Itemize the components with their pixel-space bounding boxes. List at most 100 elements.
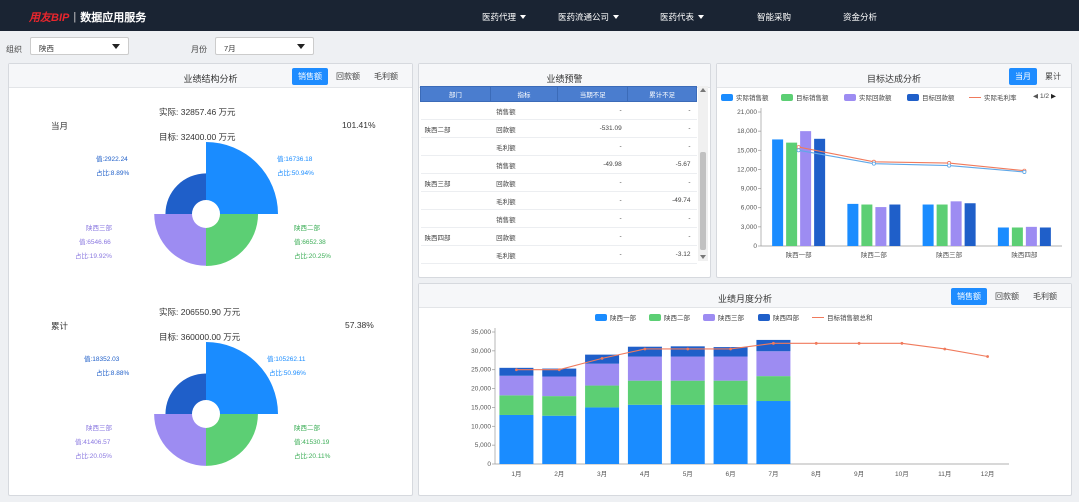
cumulative-shortfall-cell: - bbox=[627, 119, 697, 138]
nav-menu-distribution[interactable]: 医药流通公司 bbox=[558, 11, 620, 23]
target-line bbox=[516, 342, 988, 371]
x-tick-label: 7月 bbox=[768, 470, 778, 478]
legend-item[interactable]: 陕西一部 bbox=[595, 312, 636, 322]
slice-pct-label: 占比:8.89% bbox=[96, 170, 130, 177]
stacked-bar-segment bbox=[756, 401, 791, 464]
scrollbar-thumb[interactable] bbox=[700, 152, 706, 250]
current-shortfall-cell: - bbox=[557, 227, 628, 246]
current-shortfall-cell: -531.09 bbox=[557, 119, 628, 138]
legend-item[interactable]: 实际销售额 bbox=[721, 92, 769, 102]
slice-value-label: 值:41406.57 bbox=[75, 439, 111, 446]
legend-prev-icon[interactable]: ◀ bbox=[1033, 93, 1038, 100]
line-point bbox=[943, 347, 947, 351]
bar bbox=[786, 142, 798, 246]
bar bbox=[1025, 226, 1037, 246]
current-shortfall-cell: - bbox=[557, 137, 628, 156]
x-tick-label: 8月 bbox=[811, 470, 821, 478]
tab-current-month[interactable]: 当月 bbox=[1009, 68, 1037, 85]
x-tick-label: 10月 bbox=[895, 470, 909, 478]
scroll-up-icon[interactable] bbox=[700, 88, 706, 92]
legend-item[interactable]: 目标销售额总和 bbox=[812, 312, 873, 322]
tab-gross-profit[interactable]: 毛利额 bbox=[1033, 292, 1057, 301]
table-scrollbar[interactable] bbox=[698, 86, 708, 261]
slice-value-label: 值:18352.03 bbox=[84, 356, 120, 363]
tab-cumulative[interactable]: 累计 bbox=[1045, 72, 1061, 81]
stacked-bar-segment bbox=[499, 395, 534, 415]
legend-next-icon[interactable]: ▶ bbox=[1051, 93, 1057, 100]
month-select[interactable]: 7月 bbox=[215, 37, 314, 55]
nav-label: 医药代表 bbox=[660, 12, 695, 22]
brand-name: 用友BIP bbox=[29, 12, 70, 24]
cumulative-shortfall-cell: -49.74 bbox=[627, 191, 697, 210]
nav-menu-finance[interactable]: 资金分析 bbox=[843, 11, 877, 23]
stacked-bar-segment bbox=[670, 356, 705, 381]
slice-pct-label: 占比:20.05% bbox=[75, 453, 112, 460]
legend-swatch bbox=[758, 313, 770, 321]
structure-title: 业绩结构分析 bbox=[183, 74, 238, 84]
org-select[interactable]: 陕西 bbox=[30, 37, 129, 55]
legend-item[interactable]: 陕西二部 bbox=[649, 312, 690, 322]
monthly-title: 业绩月度分析 bbox=[717, 294, 772, 304]
line-point bbox=[796, 148, 801, 153]
legend-item[interactable]: 实际回款额 bbox=[844, 92, 892, 102]
cumulative-shortfall-cell: - bbox=[627, 209, 697, 228]
cumulative-shortfall-cell: -5.67 bbox=[627, 155, 697, 174]
legend-item[interactable]: 目标销售额 bbox=[781, 92, 829, 102]
legend-label: 陕西三部 bbox=[718, 315, 744, 322]
slice-pct-label: 占比:20.25% bbox=[294, 253, 331, 260]
nav-menu-smart-purchase[interactable]: 智能采购 bbox=[757, 11, 791, 23]
legend-label: 陕西四部 bbox=[773, 315, 799, 322]
dept-cell bbox=[420, 137, 491, 156]
table-row: 毛利额 - - bbox=[420, 137, 697, 156]
y-tick-label: 25,000 bbox=[471, 367, 491, 374]
tab-collection[interactable]: 回款额 bbox=[336, 72, 360, 81]
nav-menu-pharma-agent[interactable]: 医药代理 bbox=[482, 11, 527, 23]
slice-unit-label: 陕西三部 bbox=[86, 425, 112, 432]
legend-swatch bbox=[649, 313, 661, 321]
panel-header bbox=[419, 64, 710, 88]
legend-swatch bbox=[703, 313, 715, 321]
legend-label: 目标回款额 bbox=[922, 95, 955, 102]
legend-item[interactable]: 陕西三部 bbox=[703, 312, 744, 322]
nav-label: 资金分析 bbox=[843, 12, 878, 22]
y-tick-label: 6,000 bbox=[741, 205, 758, 212]
tab-sales[interactable]: 销售额 bbox=[951, 288, 987, 305]
chevron-down-icon bbox=[613, 15, 620, 19]
table-row: 销售额 - - bbox=[420, 209, 697, 228]
x-tick-label: 3月 bbox=[597, 470, 607, 478]
y-tick-label: 10,000 bbox=[471, 423, 491, 430]
scroll-down-icon[interactable] bbox=[700, 255, 706, 259]
line-point bbox=[857, 341, 861, 345]
legend-swatch bbox=[721, 93, 733, 101]
tab-collection[interactable]: 回款额 bbox=[995, 292, 1019, 301]
slice-pct-label: 占比:19.92% bbox=[75, 253, 112, 260]
column-header: 累计不足 bbox=[627, 86, 697, 102]
stacked-bar-segment bbox=[713, 347, 748, 357]
pie-slice bbox=[154, 414, 206, 466]
nav-menu-pharma-rep[interactable]: 医药代表 bbox=[660, 11, 705, 23]
legend-item[interactable]: 目标回款额 bbox=[907, 92, 955, 102]
x-tick-label: 陕西四部 bbox=[1011, 250, 1038, 259]
cumulative-target: 目标: 360000.00 万元 bbox=[159, 332, 241, 342]
tab-gross-profit[interactable]: 毛利额 bbox=[374, 72, 398, 81]
cumulative-shortfall-cell: - bbox=[627, 227, 697, 246]
tab-sales[interactable]: 销售额 bbox=[292, 68, 328, 85]
bar bbox=[1039, 227, 1051, 246]
stacked-bar-segment bbox=[542, 396, 577, 416]
legend-line-icon bbox=[812, 316, 824, 318]
slice-pct-label: 占比:20.11% bbox=[294, 453, 331, 460]
cumulative-shortfall-cell: - bbox=[627, 101, 697, 120]
cumulative-achievement-rate: 57.38% bbox=[345, 320, 374, 330]
target-panel: 目标达成分析 当月 累计 实际销售额 目标销售额 实际回款额 目标回款额 实际毛… bbox=[716, 63, 1072, 278]
current-achievement-rate: 101.41% bbox=[342, 120, 376, 130]
nav-label: 医药代理 bbox=[482, 12, 517, 22]
slice-value-label: 值:2922.24 bbox=[96, 156, 128, 163]
stacked-bar-segment bbox=[585, 385, 620, 408]
bar bbox=[800, 131, 812, 246]
x-tick-label: 1月 bbox=[511, 470, 521, 478]
metric-cell: 毛利额 bbox=[490, 245, 558, 264]
dept-cell bbox=[420, 245, 491, 264]
legend-item[interactable]: 陕西四部 bbox=[758, 312, 799, 322]
legend-swatch bbox=[595, 313, 607, 321]
legend-item[interactable]: 实际毛利率 bbox=[969, 92, 1017, 102]
